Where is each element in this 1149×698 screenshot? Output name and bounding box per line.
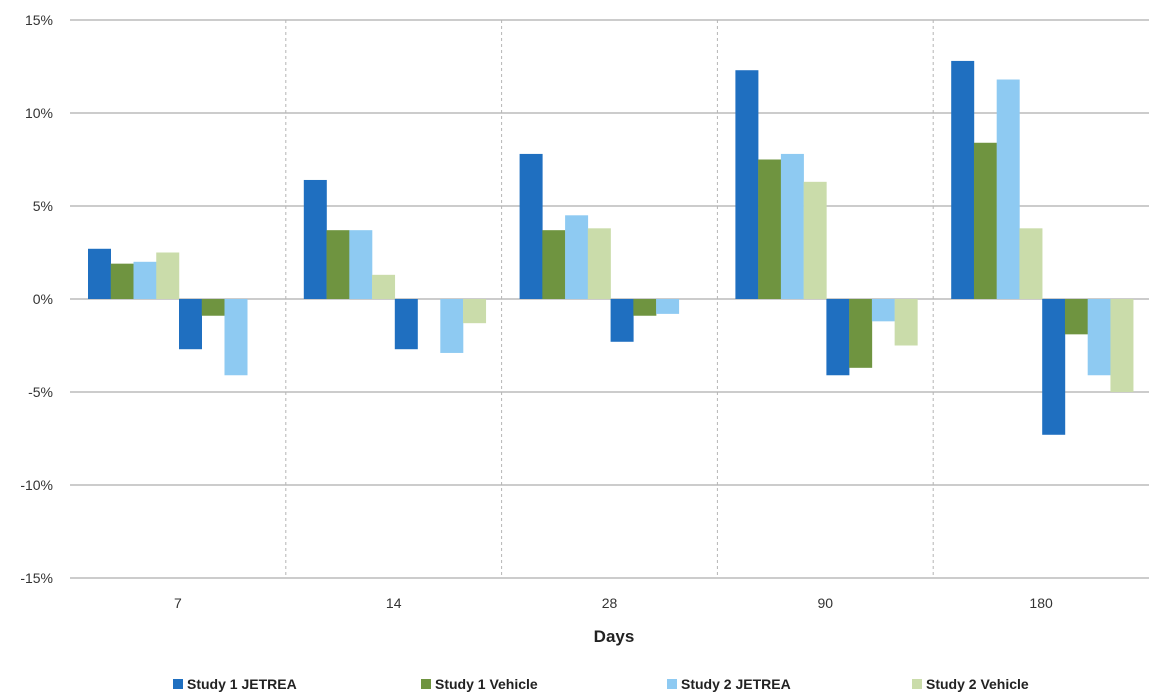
bar-negative — [633, 299, 657, 316]
y-tick-label: -5% — [28, 384, 53, 400]
category-separators — [285, 20, 934, 578]
bar-negative — [849, 299, 873, 368]
bar-positive — [758, 159, 782, 299]
bar-positive — [780, 153, 804, 299]
bar-positive — [1019, 228, 1043, 299]
bar-negative — [179, 299, 202, 350]
bar-positive — [303, 179, 327, 299]
x-tick-label: 14 — [386, 595, 402, 611]
bar-negative — [1087, 299, 1111, 376]
legend-label: Study 2 JETREA — [681, 676, 791, 692]
bar-positive — [519, 153, 543, 299]
y-tick-label: 15% — [25, 12, 53, 28]
y-tick-label: 10% — [25, 105, 53, 121]
bars — [88, 60, 1134, 435]
bar-negative — [826, 299, 850, 376]
x-axis-tick-labels: 7 14 28 90 180 — [174, 595, 1053, 611]
bar-positive — [542, 230, 566, 299]
y-tick-label: 5% — [33, 198, 53, 214]
bar-positive — [349, 230, 373, 299]
gridlines — [70, 19, 1149, 579]
bar-positive — [951, 60, 975, 299]
bar-negative — [656, 299, 680, 314]
y-tick-label: -10% — [20, 477, 53, 493]
x-tick-label: 180 — [1029, 595, 1053, 611]
bar-positive — [372, 274, 396, 299]
legend-label: Study 1 Vehicle — [435, 676, 538, 692]
bar-negative — [871, 299, 895, 322]
bar-negative — [1042, 299, 1066, 435]
legend: Study 1 JETREA Study 1 Vehicle Study 2 JET… — [173, 676, 1029, 692]
legend-swatch — [421, 679, 431, 689]
bar-positive — [803, 181, 827, 299]
legend-swatch — [912, 679, 922, 689]
bar-negative — [201, 299, 225, 316]
legend-swatch — [173, 679, 183, 689]
bar-negative — [894, 299, 918, 346]
bar-negative — [610, 299, 634, 342]
bar-positive — [735, 70, 759, 299]
bar-positive — [110, 263, 134, 299]
x-tick-label: 90 — [818, 595, 834, 611]
x-tick-label: 7 — [174, 595, 182, 611]
bar-positive — [88, 248, 111, 299]
bar-positive — [587, 228, 611, 299]
y-axis-tick-labels: -15% -10% -5% 0% 5% 10% 15% — [20, 12, 53, 586]
bar-negative — [224, 299, 248, 376]
bar-negative — [394, 299, 418, 350]
bar-negative — [1064, 299, 1088, 335]
bar-negative — [463, 299, 487, 324]
x-axis-title: Days — [594, 627, 635, 646]
bar-positive — [565, 215, 589, 299]
x-tick-label: 28 — [602, 595, 618, 611]
bar-negative — [440, 299, 464, 353]
bar-positive — [326, 230, 350, 299]
bar-negative — [1110, 299, 1134, 392]
bar-positive — [973, 142, 997, 299]
legend-label: Study 2 Vehicle — [926, 676, 1029, 692]
y-tick-label: 0% — [33, 291, 53, 307]
bar-positive — [133, 261, 157, 299]
bar-positive — [156, 252, 180, 299]
legend-label: Study 1 JETREA — [187, 676, 297, 692]
y-tick-label: -15% — [20, 570, 53, 586]
legend-swatch — [667, 679, 677, 689]
bar-positive — [996, 79, 1020, 300]
